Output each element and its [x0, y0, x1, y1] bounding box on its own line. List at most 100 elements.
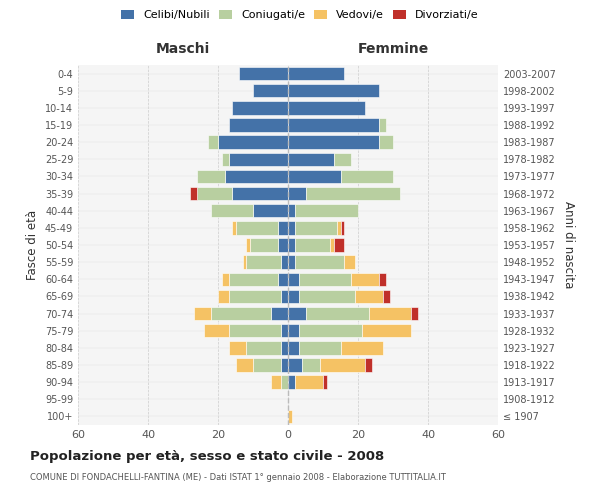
Bar [288, 272, 299, 286]
Bar [323, 376, 326, 389]
Bar [288, 376, 295, 389]
Bar [271, 307, 288, 320]
Bar [337, 221, 341, 234]
Bar [299, 272, 351, 286]
Bar [383, 290, 389, 303]
Bar [197, 170, 225, 183]
Bar [295, 238, 330, 252]
Bar [253, 358, 281, 372]
Bar [211, 204, 253, 218]
Bar [288, 221, 295, 234]
Bar [341, 221, 344, 234]
Bar [229, 152, 288, 166]
Bar [253, 204, 288, 218]
Bar [271, 376, 281, 389]
Bar [229, 341, 246, 354]
Text: Maschi: Maschi [156, 42, 210, 56]
Bar [229, 290, 281, 303]
Bar [288, 118, 379, 132]
Bar [288, 101, 365, 114]
Bar [211, 307, 271, 320]
Bar [330, 238, 334, 252]
Bar [204, 324, 229, 338]
Bar [379, 118, 386, 132]
Bar [208, 136, 218, 149]
Bar [288, 170, 341, 183]
Bar [365, 358, 372, 372]
Bar [277, 272, 288, 286]
Bar [277, 238, 288, 252]
Text: Femmine: Femmine [358, 42, 428, 56]
Y-axis label: Anni di nascita: Anni di nascita [562, 202, 575, 288]
Bar [246, 238, 250, 252]
Bar [221, 272, 229, 286]
Bar [288, 84, 379, 98]
Bar [246, 341, 281, 354]
Bar [218, 136, 288, 149]
Bar [379, 136, 393, 149]
Bar [288, 410, 292, 423]
Bar [368, 307, 410, 320]
Bar [281, 290, 288, 303]
Bar [288, 256, 295, 269]
Bar [344, 256, 355, 269]
Bar [229, 272, 277, 286]
Bar [288, 204, 295, 218]
Bar [361, 324, 410, 338]
Bar [232, 187, 288, 200]
Bar [288, 152, 334, 166]
Bar [221, 152, 229, 166]
Text: Popolazione per età, sesso e stato civile - 2008: Popolazione per età, sesso e stato civil… [30, 450, 384, 463]
Bar [305, 307, 368, 320]
Bar [299, 324, 361, 338]
Bar [225, 170, 288, 183]
Y-axis label: Fasce di età: Fasce di età [26, 210, 39, 280]
Bar [253, 84, 288, 98]
Bar [242, 256, 246, 269]
Bar [288, 238, 295, 252]
Bar [341, 170, 393, 183]
Bar [341, 341, 383, 354]
Bar [288, 187, 305, 200]
Bar [250, 238, 277, 252]
Bar [288, 136, 379, 149]
Bar [295, 204, 358, 218]
Bar [232, 221, 235, 234]
Bar [334, 238, 344, 252]
Bar [302, 358, 320, 372]
Bar [229, 118, 288, 132]
Bar [295, 256, 344, 269]
Bar [334, 152, 351, 166]
Bar [299, 341, 341, 354]
Bar [288, 67, 344, 80]
Bar [218, 290, 229, 303]
Bar [299, 290, 355, 303]
Bar [281, 324, 288, 338]
Bar [351, 272, 379, 286]
Bar [232, 101, 288, 114]
Bar [235, 221, 277, 234]
Bar [229, 324, 281, 338]
Bar [295, 376, 323, 389]
Bar [288, 290, 299, 303]
Text: COMUNE DI FONDACHELLI-FANTINA (ME) - Dati ISTAT 1° gennaio 2008 - Elaborazione T: COMUNE DI FONDACHELLI-FANTINA (ME) - Dat… [30, 472, 446, 482]
Bar [288, 341, 299, 354]
Bar [197, 187, 232, 200]
Bar [288, 307, 305, 320]
Bar [410, 307, 418, 320]
Bar [246, 256, 281, 269]
Legend: Celibi/Nubili, Coniugati/e, Vedovi/e, Divorziati/e: Celibi/Nubili, Coniugati/e, Vedovi/e, Di… [117, 6, 483, 25]
Bar [355, 290, 383, 303]
Bar [288, 324, 299, 338]
Bar [235, 358, 253, 372]
Bar [379, 272, 386, 286]
Bar [193, 307, 211, 320]
Bar [239, 67, 288, 80]
Bar [277, 221, 288, 234]
Bar [281, 376, 288, 389]
Bar [320, 358, 365, 372]
Bar [281, 341, 288, 354]
Bar [288, 358, 302, 372]
Bar [281, 358, 288, 372]
Bar [295, 221, 337, 234]
